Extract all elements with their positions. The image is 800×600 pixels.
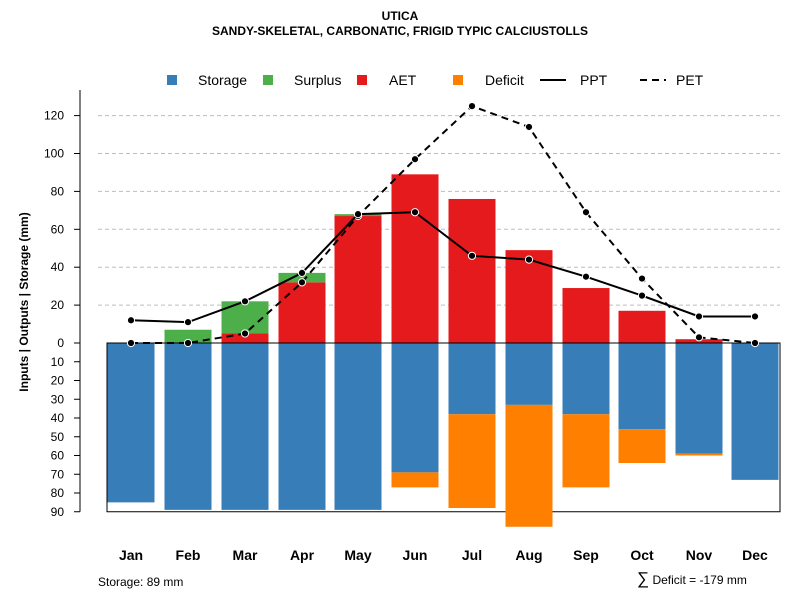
x-tick-label: Feb bbox=[176, 547, 201, 563]
pet-point bbox=[297, 278, 307, 287]
storage-bar bbox=[278, 343, 326, 510]
deficit-bar bbox=[618, 429, 666, 463]
y-tick-label: 10 bbox=[51, 355, 65, 369]
legend-swatch-storage bbox=[167, 75, 177, 85]
aet-bar bbox=[334, 216, 382, 343]
legend-label-ppt: PPT bbox=[580, 72, 608, 88]
ppt-point bbox=[694, 312, 704, 321]
x-tick-label: Mar bbox=[233, 547, 258, 563]
y-tick-label: 30 bbox=[51, 392, 65, 406]
legend-label-aet: AET bbox=[389, 72, 417, 88]
aet-bar bbox=[278, 282, 326, 343]
surplus-bar bbox=[278, 272, 326, 283]
aet-bar bbox=[618, 310, 666, 343]
deficit-bar bbox=[505, 404, 553, 527]
x-tick-label: Apr bbox=[290, 547, 315, 563]
deficit-bar bbox=[448, 414, 496, 508]
y-tick-label: 70 bbox=[51, 467, 65, 481]
x-tick-label: May bbox=[344, 547, 371, 563]
y-tick-label: 80 bbox=[51, 184, 65, 198]
legend-label-pet: PET bbox=[676, 72, 704, 88]
storage-bar bbox=[562, 343, 610, 415]
y-tick-label: 120 bbox=[44, 109, 64, 123]
pet-point bbox=[410, 155, 420, 164]
storage-bar bbox=[618, 343, 666, 430]
legend-swatch-aet bbox=[357, 75, 367, 85]
x-tick-label: Jul bbox=[462, 547, 482, 563]
storage-bar bbox=[221, 343, 269, 510]
legend-label-storage: Storage bbox=[198, 72, 247, 88]
x-tick-label: Jun bbox=[403, 547, 428, 563]
legend-swatch-surplus bbox=[263, 75, 273, 85]
aet-bar bbox=[562, 288, 610, 343]
deficit-bar bbox=[391, 472, 439, 488]
pet-point bbox=[524, 122, 534, 132]
legend-label-deficit: Deficit bbox=[485, 72, 524, 88]
pet-point bbox=[637, 274, 647, 283]
storage-footer: Storage: 89 mm bbox=[98, 575, 184, 589]
y-tick-label: 80 bbox=[51, 486, 65, 500]
storage-bar bbox=[675, 343, 723, 454]
ppt-point bbox=[353, 210, 363, 219]
deficit-bar bbox=[675, 453, 723, 456]
pet-point bbox=[467, 102, 477, 111]
storage-bar bbox=[107, 343, 155, 503]
y-tick-label: 40 bbox=[51, 411, 65, 425]
ppt-point bbox=[183, 318, 193, 327]
y-tick-label: 100 bbox=[44, 147, 64, 161]
pet-point bbox=[240, 329, 250, 338]
ppt-point bbox=[467, 251, 477, 260]
sum-symbol: ∑ bbox=[637, 569, 650, 588]
pet-point bbox=[750, 338, 760, 348]
aet-bar bbox=[448, 198, 496, 343]
pet-point bbox=[581, 208, 591, 217]
x-tick-label: Dec bbox=[742, 547, 768, 563]
y-tick-label: 50 bbox=[51, 430, 65, 444]
ppt-point bbox=[637, 291, 647, 300]
ppt-point bbox=[581, 272, 591, 281]
ppt-line bbox=[130, 211, 755, 324]
aet-bar bbox=[221, 333, 269, 343]
ppt-point bbox=[126, 316, 136, 325]
pet-point bbox=[126, 338, 136, 348]
ppt-point bbox=[750, 312, 760, 321]
pet-line bbox=[131, 104, 756, 344]
y-tick-label: 40 bbox=[51, 260, 65, 274]
legend-swatch-deficit bbox=[453, 75, 463, 85]
x-tick-label: Nov bbox=[686, 547, 713, 563]
ppt-point bbox=[410, 208, 420, 217]
surplus-bar bbox=[164, 329, 212, 343]
y-tick-label: 60 bbox=[51, 449, 65, 463]
x-tick-label: Jan bbox=[119, 547, 143, 563]
pet-point bbox=[183, 338, 193, 348]
aet-bar bbox=[391, 174, 439, 343]
y-tick-label: 90 bbox=[51, 505, 65, 519]
x-tick-label: Sep bbox=[573, 547, 599, 563]
ppt-point bbox=[524, 255, 534, 264]
storage-bar bbox=[334, 343, 382, 510]
chart-subtitle: SANDY-SKELETAL, CARBONATIC, FRIGID TYPIC… bbox=[211, 24, 588, 38]
ppt-point bbox=[240, 297, 250, 306]
aet-bar bbox=[505, 250, 553, 343]
storage-bar bbox=[448, 343, 496, 415]
y-tick-label: 0 bbox=[57, 336, 64, 350]
deficit-bar bbox=[562, 414, 610, 488]
storage-bar bbox=[391, 343, 439, 473]
y-tick-label: 60 bbox=[51, 222, 65, 236]
ppt-point bbox=[297, 268, 307, 277]
deficit-footer: ∑ Deficit = -179 mm bbox=[637, 569, 747, 589]
legend-label-surplus: Surplus bbox=[294, 72, 341, 88]
chart-title: UTICA bbox=[381, 9, 419, 23]
x-tick-label: Oct bbox=[630, 547, 654, 563]
pet-point bbox=[694, 333, 704, 342]
storage-bar bbox=[164, 343, 212, 510]
y-axis-label: Inputs | Outputs | Storage (mm) bbox=[17, 212, 31, 391]
y-tick-label: 20 bbox=[51, 374, 65, 388]
storage-bar bbox=[505, 343, 553, 405]
x-tick-label: Aug bbox=[515, 547, 542, 563]
y-tick-label: 20 bbox=[51, 298, 65, 312]
deficit-footer-text: Deficit = -179 mm bbox=[652, 573, 747, 587]
storage-bar bbox=[731, 343, 779, 480]
